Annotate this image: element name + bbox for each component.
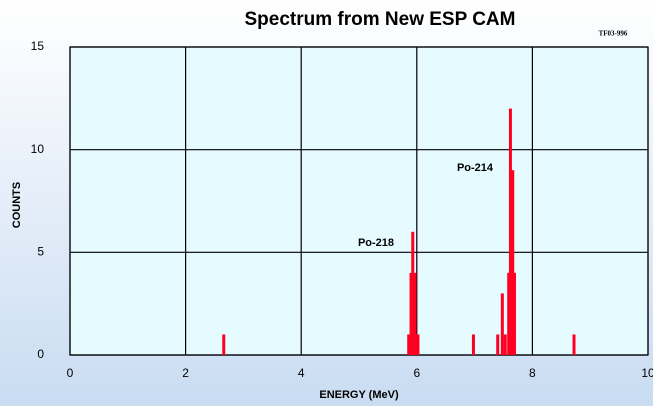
bar [572,334,576,355]
bar [500,293,504,355]
y-tick-label: 15 [31,39,45,53]
bar [409,272,413,355]
bar [512,272,516,355]
bar [411,231,415,355]
y-tick-label: 5 [37,245,44,259]
bar [507,272,511,355]
bar [508,108,512,355]
bar [413,272,417,355]
x-tick-label: 0 [67,366,74,380]
bar [407,334,411,355]
y-tick-label: 10 [31,142,45,156]
bar [496,334,500,355]
annotation: Po-218 [358,237,394,249]
annotation: Po-214 [457,162,494,174]
x-tick-label: 4 [298,366,305,380]
x-axis-label: ENERGY (MeV) [319,389,399,401]
y-axis-label: COUNTS [11,182,23,228]
bar [503,334,507,355]
plot-area [70,47,648,355]
x-tick-label: 8 [529,366,536,380]
chart-title: Spectrum from New ESP CAM [245,9,516,30]
bar [471,334,475,355]
bar [416,334,420,355]
figure-code: TF03-996 [599,30,628,38]
bar [222,334,226,355]
y-tick-label: 0 [37,347,44,361]
plot-border [69,46,649,356]
bar [511,170,515,355]
x-tick-label: 2 [182,366,189,380]
x-tick-label: 6 [413,366,420,380]
x-tick-label: 10 [641,366,653,380]
